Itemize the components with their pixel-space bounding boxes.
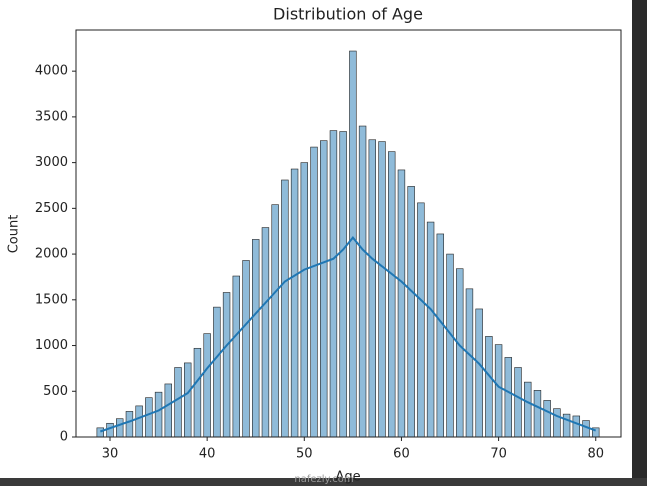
bar bbox=[407, 186, 415, 438]
bar bbox=[572, 415, 581, 438]
bar bbox=[475, 308, 483, 438]
y-tick-label: 0 bbox=[60, 430, 68, 445]
bar bbox=[164, 383, 172, 438]
bar bbox=[232, 275, 240, 438]
bar bbox=[543, 400, 551, 438]
bar bbox=[524, 381, 532, 438]
y-tick-label: 3000 bbox=[35, 155, 68, 170]
bar bbox=[504, 357, 513, 438]
bar bbox=[125, 411, 134, 438]
side-strip bbox=[632, 0, 647, 486]
bar bbox=[426, 221, 435, 438]
x-tick-label: 40 bbox=[199, 447, 216, 462]
x-tick-label: 30 bbox=[102, 447, 119, 462]
y-tick-label: 1000 bbox=[35, 338, 68, 353]
x-tick-label: 50 bbox=[296, 447, 313, 462]
x-tick-label: 70 bbox=[490, 447, 507, 462]
bar bbox=[339, 131, 347, 438]
y-tick-label: 1500 bbox=[35, 292, 68, 307]
bar bbox=[436, 233, 445, 438]
bar bbox=[533, 390, 542, 438]
x-axis-label: Age bbox=[335, 470, 360, 485]
bar bbox=[261, 227, 270, 438]
bar bbox=[378, 141, 386, 438]
bar bbox=[553, 408, 561, 438]
bar bbox=[417, 202, 425, 438]
bar bbox=[310, 146, 318, 438]
bar bbox=[116, 418, 124, 438]
bar bbox=[252, 239, 260, 438]
y-tick-label: 2000 bbox=[35, 247, 68, 262]
bar bbox=[271, 204, 279, 438]
y-tick-label: 2500 bbox=[35, 201, 68, 216]
bar bbox=[106, 422, 114, 438]
y-axis-label: Count bbox=[7, 215, 22, 254]
bar bbox=[494, 344, 503, 438]
bar bbox=[320, 140, 328, 438]
bar bbox=[397, 169, 406, 438]
bar bbox=[203, 333, 211, 438]
y-tick-label: 3500 bbox=[35, 109, 68, 124]
kde-line bbox=[99, 236, 597, 433]
chart-title: Distribution of Age bbox=[273, 5, 423, 24]
bar bbox=[446, 253, 454, 438]
bar bbox=[193, 347, 202, 438]
bar bbox=[562, 413, 571, 438]
watermark: nafezly.com bbox=[294, 474, 353, 485]
bar bbox=[184, 362, 192, 438]
bar bbox=[213, 306, 221, 438]
bar bbox=[300, 162, 308, 438]
bar bbox=[358, 125, 367, 438]
bar bbox=[242, 260, 250, 438]
bar bbox=[329, 130, 338, 438]
bar bbox=[281, 179, 289, 438]
x-tick-label: 60 bbox=[393, 447, 410, 462]
bar bbox=[135, 405, 143, 438]
bar bbox=[465, 288, 474, 438]
bar bbox=[368, 139, 377, 438]
bar bbox=[145, 397, 153, 438]
bar bbox=[174, 367, 182, 438]
plot-frame bbox=[75, 29, 622, 438]
bar bbox=[388, 151, 396, 438]
bar bbox=[222, 292, 231, 438]
bar bbox=[290, 168, 299, 438]
bar bbox=[514, 367, 522, 438]
bar bbox=[154, 391, 163, 438]
bottom-strip bbox=[0, 478, 647, 486]
y-tick-label: 4000 bbox=[35, 64, 68, 79]
bar bbox=[485, 336, 493, 438]
x-tick-label: 80 bbox=[587, 447, 604, 462]
bar bbox=[349, 50, 357, 438]
y-tick-label: 500 bbox=[43, 384, 68, 399]
bar bbox=[96, 427, 104, 438]
bar bbox=[456, 268, 464, 438]
